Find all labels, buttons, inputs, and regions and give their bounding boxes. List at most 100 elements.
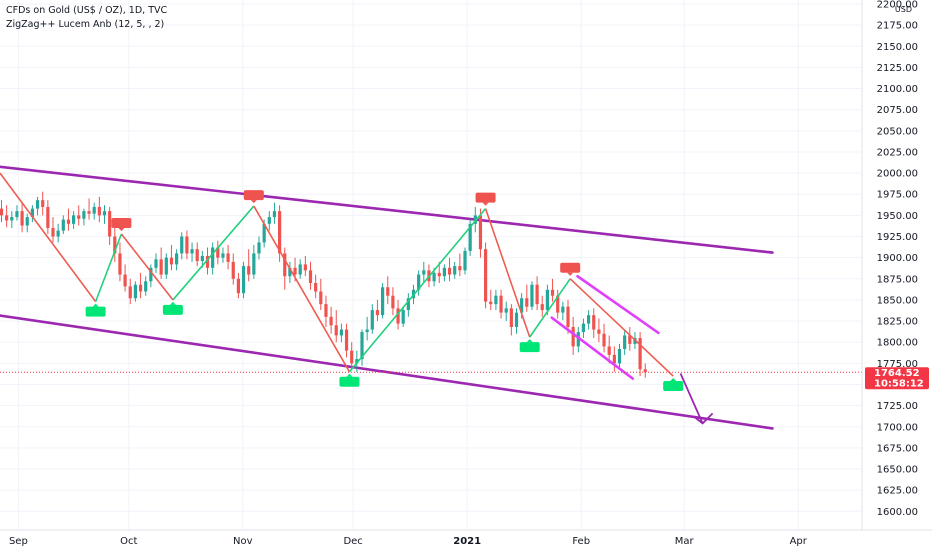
candles[interactable] [0,191,647,378]
indicator-title[interactable]: ZigZag++ Lucem Anb (12, 5, , 2) [6,19,165,30]
channel-drawings[interactable] [0,156,774,430]
zigzag-segment [253,205,351,373]
price-tick-label: 2200.00 [877,0,918,11]
pivot-labels [85,190,684,392]
price-tick-label: 1900.00 [877,253,918,264]
candle-body [437,272,441,277]
candle-body [200,255,204,262]
pivot-pointer [567,272,574,276]
zigzag-segment [529,278,571,338]
candle-body [417,274,421,290]
candle-body [329,316,333,326]
candle-body [51,228,55,237]
wedge-drawings[interactable] [550,274,660,380]
price-tick-label: 2125.00 [877,63,918,74]
candle-body [221,253,225,258]
candle-body [298,264,302,275]
candle-body [216,247,220,258]
candle-body [30,208,34,218]
candle-body [489,301,493,305]
candle-body [303,264,307,271]
candle-body [566,306,570,327]
price-axis-background [862,0,932,530]
candle-body [138,284,143,292]
chart-legend: CFDs on Gold (US$ / OZ), 1D, TVC ZigZag+… [6,4,167,32]
zigzag-segment [348,208,487,373]
candle-body [530,284,534,307]
candle-body [5,215,9,221]
candle-body [617,348,622,364]
pivot-low-label [519,342,540,353]
candle-body [319,291,323,305]
price-tick-label: 1850.00 [877,295,918,306]
price-tick-label: 1925.00 [877,232,918,243]
price-tick-label: 1825.00 [877,317,918,328]
candle-body [406,298,410,311]
candle-body [504,308,508,313]
zigzag-segment [484,208,531,338]
price-axis-ticks[interactable]: 2200.00 2175.00 2150.00 2125.00 2100.00 2075.… [877,0,918,518]
channel-upper-line [0,165,774,254]
price-tick-label: 2050.00 [877,126,918,137]
price-tick-label: 1875.00 [877,274,918,285]
candle-body [463,250,467,271]
candle-body [355,359,359,364]
candle-body [35,200,40,209]
candle-body [56,230,60,237]
time-axis-background [0,530,932,550]
candle-body [241,266,246,294]
pivot-pointer [92,303,99,307]
pivot-low-label [85,306,106,317]
candle-body [370,310,374,330]
pivot-pointer [482,202,489,206]
candle-body [484,249,488,302]
candle-body [169,257,174,265]
time-axis-ticks[interactable]: Sep Oct Nov Dec 2021 Feb Mar Apr [9,536,808,547]
candle-body [628,335,632,344]
candle-body [267,217,271,224]
candle-body [46,206,50,229]
candle-body [381,287,385,316]
candle-body [15,211,19,218]
candle-body [247,266,251,275]
pivot-low-label [339,376,360,387]
price-tick-label: 2025.00 [877,147,918,158]
candle-body [401,310,405,324]
candle-body [365,329,369,333]
zigzag-segment [172,205,255,301]
candle-body [556,295,560,313]
price-tick-label: 2000.00 [877,169,918,180]
candle-body [180,236,184,254]
candle-body [571,326,575,347]
price-tick-label: 2175.00 [877,21,918,32]
symbol-title[interactable]: CFDs on Gold (US$ / OZ), 1D, TVC [6,5,168,16]
candle-body [602,333,606,347]
candle-body [185,236,189,254]
candle-body [205,255,210,268]
price-tick-label: 1675.00 [877,443,918,454]
time-tick-label: Feb [572,536,590,547]
pivot-high-label [243,190,264,201]
candle-body [25,217,29,226]
projection-arrow-shaft [679,373,704,424]
candle-body [391,295,395,309]
candle-body [195,249,199,262]
candle-body [314,283,318,292]
pivot-pointer [346,373,353,377]
candle-body [453,266,457,275]
candle-body [252,253,256,275]
price-tick-label: 1950.00 [877,211,918,222]
candle-body [396,308,400,324]
projection-arrow[interactable] [679,373,714,425]
price-axis-currency: USD [895,5,912,14]
candle-body [66,219,71,224]
candle-body [339,329,343,336]
time-tick-label: Sep [9,536,28,547]
projection-arrow-head [693,412,714,425]
current-price-tag: 1764.52 10:58:12 [865,367,929,390]
candle-body [581,323,586,333]
candle-body [278,211,282,254]
candle-body [612,354,616,364]
